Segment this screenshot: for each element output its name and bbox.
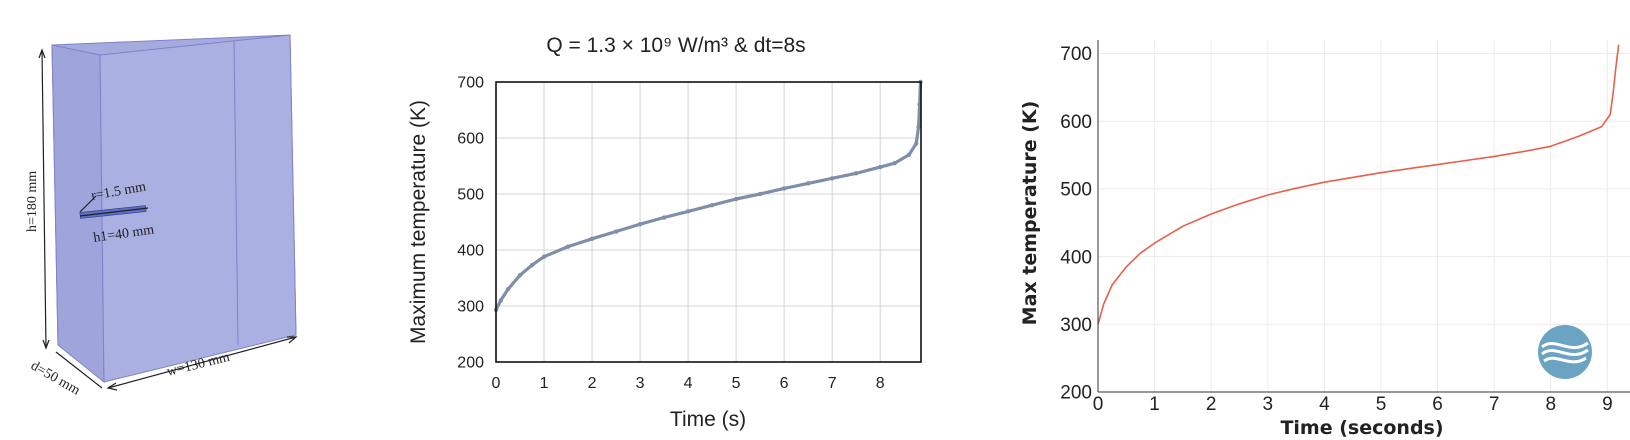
y-axis-label: Maximum temperature (K): [407, 100, 430, 344]
y-tick-label: 700: [1060, 44, 1092, 65]
x-tick-label: 4: [1319, 394, 1330, 415]
x-tick-label: 6: [780, 375, 789, 392]
x-tick-label: 7: [828, 375, 837, 392]
x-tick-label: 0: [492, 375, 501, 392]
data-point: [637, 222, 643, 227]
data-point: [757, 191, 763, 197]
tick-labels: 0 1 2 3 4 5 6 7 8 9 200 300 400 500 600 700: [1060, 44, 1612, 415]
y-tick-label: 600: [1060, 112, 1092, 133]
y-tick-label: 300: [457, 299, 484, 316]
x-tick-label: 3: [1262, 394, 1273, 415]
chart-middle: Q = 1.3 × 10⁹ W/m³ & dt=8s 0 1 2 3 4 5 6 7 8 200 3…: [407, 34, 923, 431]
data-point: [906, 152, 912, 157]
data-point: [498, 298, 504, 303]
chart-title: Q = 1.3 × 10⁹ W/m³ & dt=8s: [546, 34, 805, 57]
data-point: [529, 262, 535, 268]
data-point: [505, 287, 511, 292]
data-point: [805, 181, 811, 186]
data-point: [589, 236, 595, 241]
series-line: [494, 81, 923, 311]
x-tick-label: 2: [1206, 394, 1217, 415]
heater-dimension: [79, 195, 149, 217]
x-tick-label: 7: [1489, 394, 1500, 415]
grid: [495, 81, 921, 363]
plot-frame: [495, 81, 922, 363]
y-tick-label: 700: [457, 75, 484, 92]
x-tick-label: 9: [1602, 394, 1613, 415]
y-tick-label: 400: [1060, 247, 1092, 268]
x-tick-label: 5: [1376, 394, 1387, 415]
data-point: [709, 203, 715, 208]
width-dimension: [106, 336, 298, 391]
depth-dimension: [55, 351, 103, 389]
x-tick-label: 3: [636, 375, 645, 392]
y-tick-label: 200: [457, 355, 484, 372]
series-max-temperature: [1097, 44, 1620, 325]
x-axis-label: Time (s): [670, 408, 746, 431]
series-line: [1097, 44, 1620, 325]
data-point: [829, 176, 835, 181]
data-point: [853, 171, 859, 176]
x-tick-label: 1: [540, 375, 549, 392]
data-point: [892, 161, 897, 166]
height-dimension: [38, 48, 50, 350]
tick-labels: 0 1 2 3 4 5 6 7 8 200 300 400 500 600 700: [457, 75, 884, 392]
x-tick-label: 0: [1093, 394, 1104, 415]
data-point: [517, 273, 523, 278]
box-inner-edge: [233, 39, 239, 346]
x-tick-label: 8: [1545, 394, 1556, 415]
y-tick-label: 300: [1060, 315, 1092, 336]
x-tick-label: 8: [876, 375, 885, 392]
y-tick-label: 400: [457, 243, 484, 260]
y-tick-label: 200: [1060, 383, 1092, 404]
data-point: [913, 141, 919, 146]
depth-label: d=50 mm: [28, 358, 83, 398]
data-point: [541, 254, 547, 259]
x-tick-label: 4: [684, 375, 693, 392]
height-label: h=180 mm: [25, 171, 40, 232]
data-point: [685, 209, 691, 214]
x-tick-label: 6: [1432, 394, 1443, 415]
x-tick-label: 1: [1149, 394, 1160, 415]
data-point: [733, 196, 739, 202]
y-tick-label: 500: [457, 187, 484, 204]
geometry-diagram: h=180 mm d=50 mm w=130 mm r=1.5 mm h1=40…: [25, 34, 298, 399]
x-tick-label: 5: [732, 375, 741, 392]
chart-right: 0 1 2 3 4 5 6 7 8 9 200 300 400 500 600 700 Time (secon…: [1019, 40, 1630, 439]
x-tick-label: 2: [588, 375, 597, 392]
data-point: [877, 164, 883, 170]
series-max-temperature: [493, 79, 923, 313]
data-point: [661, 215, 667, 220]
y-tick-label: 500: [1060, 180, 1092, 201]
data-point: [613, 229, 619, 234]
data-point: [916, 124, 921, 129]
y-tick-label: 600: [457, 131, 484, 148]
data-point: [565, 244, 571, 249]
x-axis-label: Time (seconds): [1280, 417, 1443, 439]
y-axis-label: Max temperature (K): [1019, 101, 1041, 326]
data-point: [781, 186, 787, 191]
logo-icon: [1538, 325, 1592, 379]
box-front-face: [99, 34, 297, 383]
